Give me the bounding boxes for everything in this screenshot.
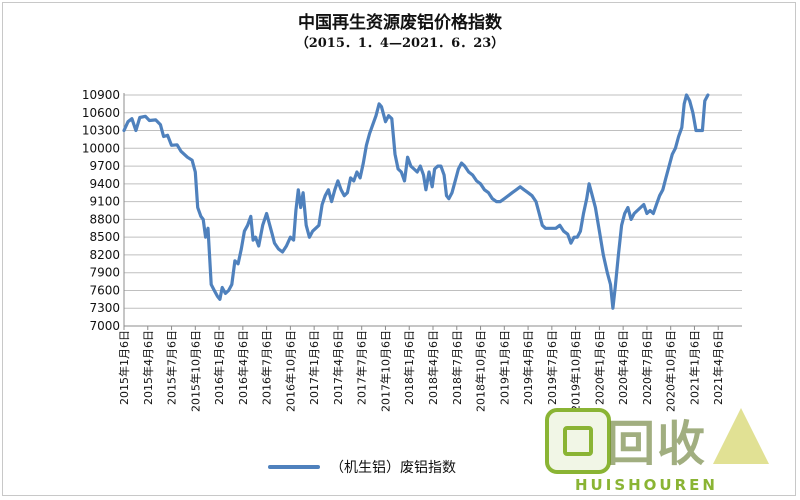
- y-tick-label: 7900: [89, 266, 120, 280]
- x-tick-label: 2018年1月6日: [402, 330, 416, 405]
- x-tick-label: 2017年7月6日: [355, 330, 369, 405]
- chart-subtitle: （2015．1．4—2021．6．23）: [295, 36, 505, 51]
- legend-label: （机生铝）废铝指数: [330, 460, 456, 476]
- x-tick-label: 2017年10月6日: [378, 330, 392, 412]
- y-tick-label: 8500: [89, 230, 120, 244]
- chart-title: 中国再生资源废铝价格指数: [298, 13, 502, 33]
- x-tick-label: 2015年7月6日: [165, 330, 179, 405]
- x-tick-label: 2021年4月6日: [711, 330, 725, 405]
- x-tick-label: 2015年1月6日: [117, 330, 131, 405]
- x-tick-label: 2018年7月6日: [450, 330, 464, 405]
- x-tick-label: 2020年1月6日: [592, 330, 606, 405]
- y-tick-label: 9700: [89, 159, 120, 173]
- y-tick-label: 10600: [82, 106, 120, 120]
- watermark-box-icon: [545, 408, 611, 474]
- x-tick-label: 2017年1月6日: [307, 330, 321, 405]
- series-line: [122, 93, 710, 310]
- grid-lines: [124, 94, 742, 327]
- x-axis-ticks: 2015年1月6日 2015年4月6日 2015年7月6日 2015年10月6日 201…: [117, 330, 725, 412]
- x-tick-label: 2020年10月6日: [664, 330, 678, 412]
- watermark-subtext: HUISHOUREN: [575, 476, 718, 494]
- x-tick-label: 2016年1月6日: [212, 330, 226, 405]
- legend-swatch: [268, 465, 320, 469]
- y-tick-label: 10300: [82, 124, 120, 138]
- x-tick-label: 2016年4月6日: [236, 330, 250, 405]
- x-tick-label: 2017年4月6日: [331, 330, 345, 405]
- y-tick-label: 7600: [89, 283, 120, 297]
- y-tick-label: 10900: [82, 88, 120, 102]
- x-tick-label: 2021年1月6日: [687, 330, 701, 405]
- y-axis-ticks: 7000 7300 7600 7900 8200 8500 8800 9100 9400 9700…: [82, 88, 120, 333]
- legend: （机生铝）废铝指数: [268, 457, 456, 477]
- x-tick-label: 2020年7月6日: [640, 330, 654, 405]
- x-tick-label: 2015年4月6日: [141, 330, 155, 405]
- x-tick-label: 2019年1月6日: [497, 330, 511, 405]
- x-tick-label: 2018年10月6日: [474, 330, 488, 412]
- watermark-text: 回收: [607, 416, 708, 472]
- watermark-mountain-icon: [713, 408, 769, 464]
- y-tick-label: 9100: [89, 195, 120, 209]
- x-tick-label: 2016年10月6日: [283, 330, 297, 412]
- y-tick-label: 7300: [89, 301, 120, 315]
- y-tick-label: 8200: [89, 248, 120, 262]
- x-tick-label: 2015年10月6日: [188, 330, 202, 412]
- y-tick-label: 8800: [89, 212, 120, 226]
- x-tick-label: 2018年4月6日: [426, 330, 440, 405]
- x-tick-label: 2020年4月6日: [616, 330, 630, 405]
- y-tick-label: 9400: [89, 177, 120, 191]
- y-tick-label: 7000: [89, 319, 120, 333]
- x-tick-label: 2019年7月6日: [545, 330, 559, 405]
- series-group: [122, 93, 710, 310]
- watermark-logo: 回收 HUISHOUREN: [545, 400, 785, 495]
- x-tick-label: 2019年4月6日: [521, 330, 535, 405]
- x-tick-label: 2019年10月6日: [569, 330, 583, 412]
- x-tick-label: 2016年7月6日: [260, 330, 274, 405]
- y-tick-label: 10000: [82, 141, 120, 155]
